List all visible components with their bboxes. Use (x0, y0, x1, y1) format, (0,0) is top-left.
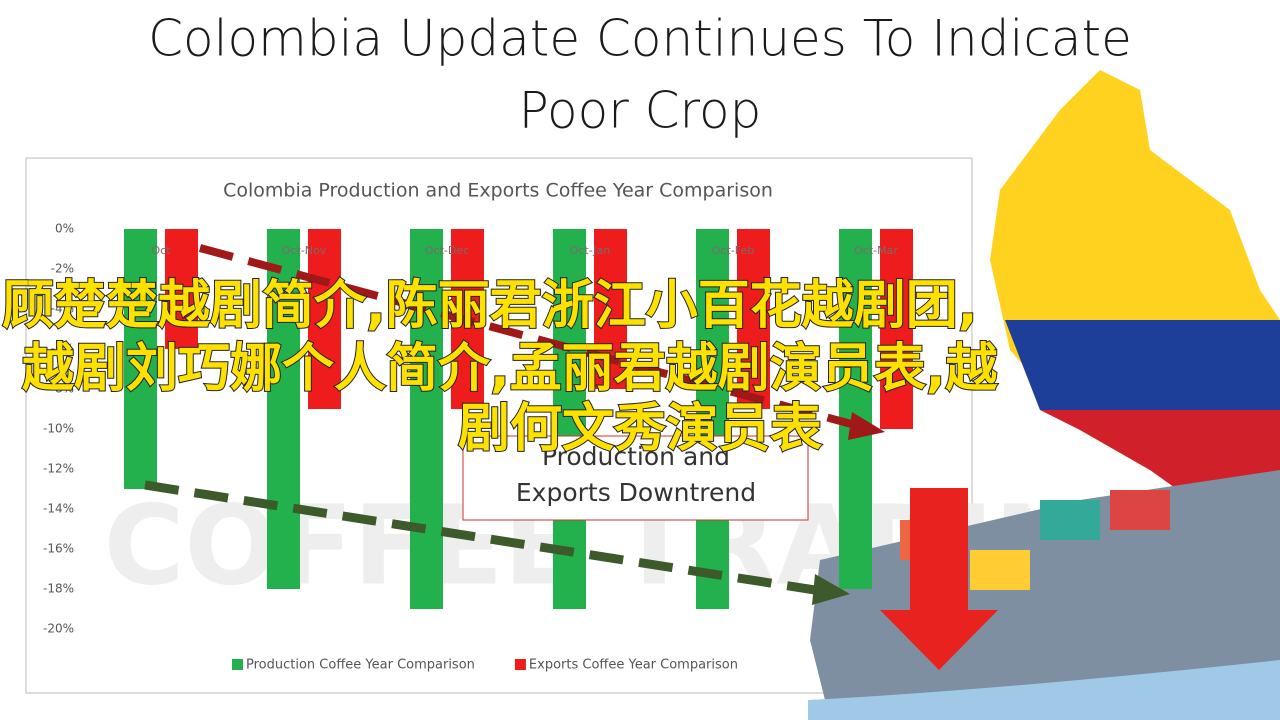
y-tick-label: -10% (43, 422, 74, 436)
page-title: Poor Crop (519, 82, 762, 140)
bar (308, 229, 341, 409)
bar (839, 229, 872, 589)
y-tick-label: -4% (51, 302, 74, 316)
bar (267, 229, 300, 589)
arrow-head (812, 574, 850, 605)
x-tick-label: Oct-Mar (854, 244, 898, 257)
x-tick-label: Oct-Nov (282, 244, 327, 257)
trend-arrow (198, 244, 857, 429)
bar (165, 229, 198, 349)
map-blue (1005, 320, 1280, 410)
water (808, 660, 1280, 720)
y-tick-label: 0% (55, 222, 74, 236)
y-tick-label: -8% (51, 382, 74, 396)
y-tick-label: -12% (43, 462, 74, 476)
x-tick-label: Oct (151, 244, 171, 257)
y-tick-label: -20% (43, 622, 74, 636)
y-tick-label: -2% (51, 262, 74, 276)
annotation: Production and (542, 442, 730, 471)
page-title: Colombia Update Continues To Indicate (148, 10, 1132, 68)
overlay: Production and Exports Downtrend Colombi… (1, 10, 1132, 670)
overlay-text: 剧何文秀演员表 (458, 399, 822, 459)
legend-label: Exports Coffee Year Comparison (529, 658, 738, 673)
legend-swatch (232, 659, 243, 670)
annotation-box (462, 435, 809, 521)
y-tick-label: -6% (51, 342, 74, 356)
bar (696, 229, 729, 609)
overlay-text: 越剧刘巧娜个人简介,孟丽君越剧演员表,越 (22, 339, 999, 399)
legend-label: Production Coffee Year Comparison (246, 658, 475, 673)
x-tick-label: Oct-Dec (425, 244, 469, 257)
bar (124, 229, 157, 489)
arrow-head (848, 412, 885, 440)
container (970, 550, 1030, 590)
down-arrow (880, 488, 998, 670)
bar (880, 229, 913, 429)
chart-title: Colombia Production and Exports Coffee Y… (223, 180, 773, 202)
container (1040, 500, 1100, 540)
x-tick-label: Oct-Jan (570, 244, 611, 257)
bar (737, 229, 770, 409)
trend-arrow (144, 480, 816, 595)
overlay-text: 顾楚楚越剧简介,陈丽君浙江小百花越剧团, (2, 276, 978, 336)
x-tick-label: Oct-Feb (712, 244, 754, 257)
y-tick-label: -16% (43, 542, 74, 556)
container (1110, 490, 1170, 530)
y-tick-label: -14% (43, 502, 74, 516)
bar (410, 229, 443, 609)
legend-swatch (514, 659, 526, 670)
annotation: Exports Downtrend (516, 478, 756, 507)
y-tick-label: -18% (43, 582, 74, 596)
